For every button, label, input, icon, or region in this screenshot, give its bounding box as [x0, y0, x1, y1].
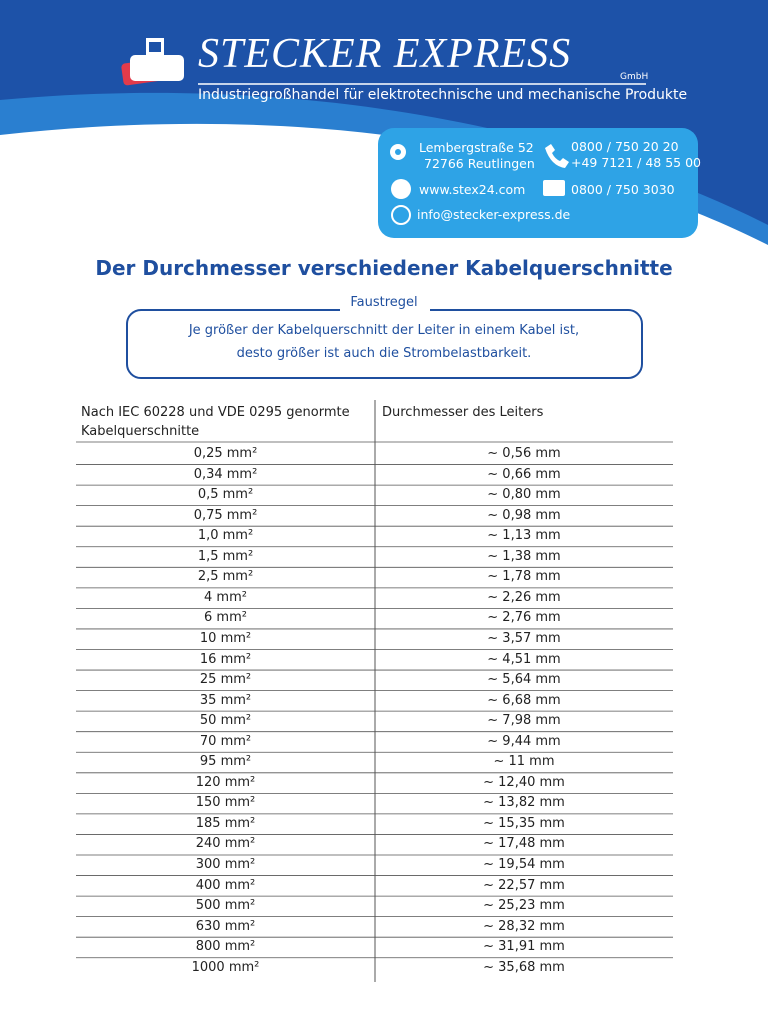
diameter-cell: ~ 6,68 mm: [487, 692, 561, 708]
rule-text: Je größer der Kabelquerschnitt der Leite…: [188, 323, 580, 338]
phone: +49 7121 / 48 55 00: [571, 155, 701, 170]
cross-section-cell: 50 mm²: [199, 713, 252, 729]
cross-section-cell: 25 mm²: [199, 672, 252, 688]
brand: STECKER EXPRESS: [198, 31, 572, 77]
brand-suffix: GmbH: [620, 72, 649, 82]
diameter-cell: ~ 17,48 mm: [483, 836, 565, 852]
diameter-cell: ~ 35,68 mm: [483, 959, 565, 975]
diameter-cell: ~ 15,35 mm: [483, 815, 565, 831]
phone-icon: [545, 144, 569, 168]
diameter-cell: ~ 4,51 mm: [487, 651, 561, 667]
diameter-cell: ~ 0,66 mm: [487, 466, 561, 482]
cross-section-cell: 120 mm²: [195, 774, 256, 790]
cross-section-cell: 1,0 mm²: [197, 528, 254, 544]
diameter-cell: ~ 5,64 mm: [487, 672, 561, 688]
email: info@stecker-express.de: [417, 207, 571, 222]
cross-section-cell: 800 mm²: [195, 939, 256, 955]
cross-section-cell: 10 mm²: [199, 630, 252, 646]
cross-section-cell: 150 mm²: [195, 795, 256, 811]
diameter-cell: ~ 0,80 mm: [487, 487, 561, 503]
fax-icon: [543, 180, 565, 196]
cross-section-cell: 1000 mm²: [191, 959, 260, 975]
cross-section-cell: 240 mm²: [195, 836, 256, 852]
city: 72766 Reutlingen: [424, 156, 535, 171]
web-icon: [391, 179, 411, 199]
diameter-cell: ~ 2,76 mm: [487, 610, 561, 626]
tagline: Industriegroßhandel für elektrotechnisch…: [198, 87, 688, 103]
logo: [121, 38, 184, 86]
diameter-cell: ~ 13,82 mm: [483, 795, 565, 811]
cross-section-cell: 0,34 mm²: [193, 466, 258, 482]
cross-section-cell: 70 mm²: [199, 733, 252, 749]
diameter-cell: ~ 1,13 mm: [487, 528, 561, 544]
rule-label: Faustregel: [350, 295, 418, 310]
phone: 0800 / 750 20 20: [571, 139, 679, 154]
page-title: Der Durchmesser verschiedener Kabelquers…: [95, 256, 673, 280]
cross-section-cell: 300 mm²: [195, 857, 256, 872]
diameter-cell: ~ 0,56 mm: [487, 446, 561, 461]
cross-section-cell: 1,5 mm²: [197, 548, 254, 564]
street: Lembergstraße 52: [419, 140, 534, 155]
email-icon: [391, 205, 411, 225]
diameter-cell: ~ 9,44 mm: [487, 733, 561, 749]
diameter-cell: ~ 2,26 mm: [487, 589, 561, 605]
cross-section-cell: 35 mm²: [199, 692, 252, 708]
cross-section-cell: 630 mm²: [195, 918, 256, 934]
cross-section-cell: 6 mm²: [204, 610, 247, 626]
diameter-cell: ~ 12,40 mm: [483, 774, 565, 790]
diameter-cell: ~ 1,38 mm: [487, 548, 561, 564]
diameter-cell: ~ 7,98 mm: [487, 713, 561, 729]
header-band: [0, 0, 768, 225]
fax: 0800 / 750 3030: [571, 182, 675, 197]
diameter-cell: ~ 25,23 mm: [483, 898, 565, 914]
diameter-cell: ~ 28,32 mm: [483, 918, 565, 934]
website: www.stex24.com: [419, 182, 526, 197]
rule-box: [126, 309, 643, 379]
cross-section-cell: 0,75 mm²: [193, 507, 258, 523]
cross-section-cell: 500 mm²: [195, 898, 256, 914]
cross-section-cell: 95 mm²: [199, 754, 252, 770]
contact-box: [378, 128, 698, 238]
cross-section-cell: 400 mm²: [195, 877, 256, 893]
diameter-cell: ~ 19,54 mm: [483, 857, 565, 872]
cross-section-cell: 0,25 mm²: [193, 446, 258, 461]
diameter-cell: ~ 11 mm: [493, 754, 555, 770]
diameter-cell: ~ 3,57 mm: [487, 630, 561, 646]
diameter-cell: ~ 31,91 mm: [483, 939, 565, 955]
cross-section-cell: 16 mm²: [199, 651, 252, 667]
column-header: Durchmesser des Leiters: [382, 405, 544, 420]
column-header: Nach IEC 60228 und VDE 0295 genormte Kab…: [81, 405, 350, 439]
rule-text: desto größer ist auch die Strombelastbar…: [236, 346, 532, 361]
cross-section-cell: 185 mm²: [195, 815, 256, 831]
cross-section-cell: 0,5 mm²: [197, 487, 254, 503]
cross-section-cell: 4 mm²: [204, 589, 247, 605]
diameter-cell: ~ 0,98 mm: [487, 507, 561, 523]
diameter-cell: ~ 1,78 mm: [487, 569, 561, 585]
diameter-cell: ~ 22,57 mm: [483, 877, 565, 893]
cross-section-cell: 2,5 mm²: [197, 569, 254, 585]
